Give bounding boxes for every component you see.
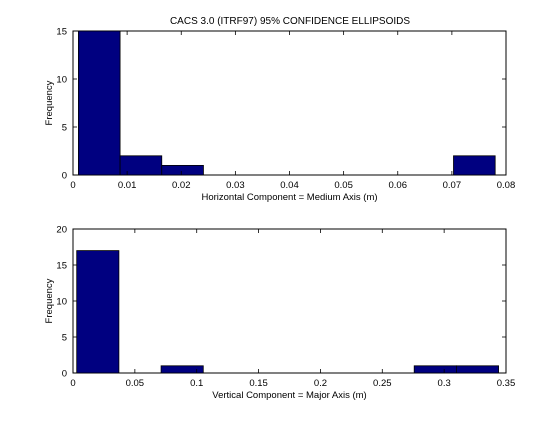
histogram-bar: [161, 164, 204, 176]
y-axis-label: Frequency: [44, 278, 55, 323]
top-histogram: 0 0.01 0.02 0.03 0.04 0.05 0.06 0.07 0.08 0 5 10 15 H…: [44, 27, 515, 204]
x-tick-label: 0.05: [126, 378, 145, 389]
y-tick-label: 15: [56, 27, 67, 38]
histogram-bar: [453, 155, 496, 176]
x-tick-label: 0.1: [190, 378, 203, 389]
x-tick-label: 0.03: [226, 180, 245, 191]
axes-box: [72, 30, 507, 176]
y-tick-label: 20: [56, 225, 67, 236]
histogram-bar: [413, 365, 457, 374]
y-tick-label: 5: [62, 333, 67, 344]
histogram-bar: [160, 365, 204, 374]
x-tick-label: 0.2: [314, 378, 327, 389]
histogram-bar: [76, 250, 120, 374]
y-tick-label: 10: [56, 75, 67, 86]
y-tick-label: 5: [62, 123, 67, 134]
x-tick-label: 0.35: [497, 378, 516, 389]
histogram-bar: [78, 30, 121, 176]
x-axis-label: Vertical Component = Major Axis (m): [212, 390, 366, 401]
y-tick-label: 15: [56, 261, 67, 272]
x-axis-label: Horizontal Component = Medium Axis (m): [201, 192, 377, 203]
x-tick-label: 0.02: [172, 180, 191, 191]
x-tick-label: 0.06: [389, 180, 408, 191]
x-tick-label: 0.01: [118, 180, 137, 191]
x-tick-label: 0.08: [497, 180, 516, 191]
histogram-bar: [455, 365, 499, 374]
x-tick-label: 0: [70, 378, 75, 389]
x-tick-label: 0.05: [334, 180, 353, 191]
y-tick-label: 10: [56, 297, 67, 308]
x-tick-label: 0.25: [373, 378, 392, 389]
histogram-bar: [119, 155, 163, 176]
x-tick-label: 0.07: [443, 180, 462, 191]
axes-box: [72, 228, 507, 374]
x-tick-label: 0: [70, 180, 75, 191]
x-tick-label: 0.15: [249, 378, 268, 389]
y-tick-label: 0: [62, 171, 67, 182]
x-tick-label: 0.04: [280, 180, 299, 191]
y-axis-label: Frequency: [44, 80, 55, 125]
x-tick-label: 0.3: [438, 378, 451, 389]
chart-title: CACS 3.0 (ITRF97) 95% CONFIDENCE ELLIPSO…: [170, 16, 410, 27]
bottom-histogram: 0 0.05 0.1 0.15 0.2 0.25 0.3 0.35 0 5 10 15 20 Vertic…: [44, 225, 515, 402]
y-tick-label: 0: [62, 369, 67, 380]
